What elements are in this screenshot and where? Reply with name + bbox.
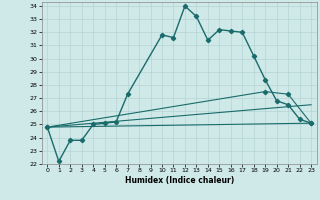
- X-axis label: Humidex (Indice chaleur): Humidex (Indice chaleur): [124, 176, 234, 185]
